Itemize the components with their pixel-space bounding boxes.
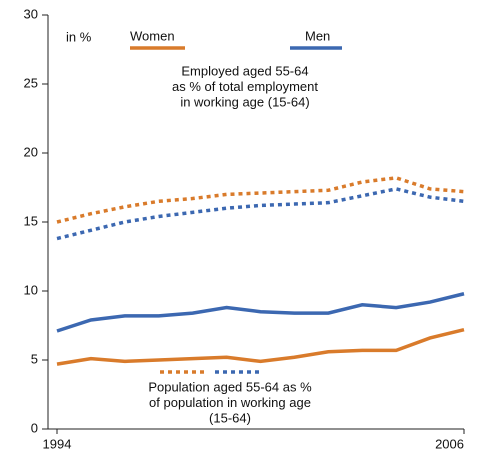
annotation: Employed aged 55-64 [181,63,308,78]
x-tick-label: 1994 [43,436,72,451]
y-tick-label: 5 [31,351,38,366]
annotation: as % of total employment [172,79,318,94]
annotation: of population in working age [149,395,311,410]
y-tick-label: 0 [31,420,38,435]
y-tick-label: 30 [24,6,38,21]
legend-label: Men [305,28,330,43]
annotation: (15-64) [209,410,251,425]
series-line [56,176,465,224]
legend-label: Women [130,28,175,43]
y-axis-label: in % [66,29,92,44]
series-line [56,292,465,333]
x-tick-label: 2006 [435,436,464,451]
series-line [56,327,465,366]
y-tick-label: 20 [24,144,38,159]
annotation: Population aged 55-64 as % [148,379,312,394]
y-tick-label: 10 [24,282,38,297]
series-line [56,187,465,241]
y-tick-label: 25 [24,75,38,90]
y-tick-label: 15 [24,213,38,228]
annotation: in working age (15-64) [180,94,309,109]
